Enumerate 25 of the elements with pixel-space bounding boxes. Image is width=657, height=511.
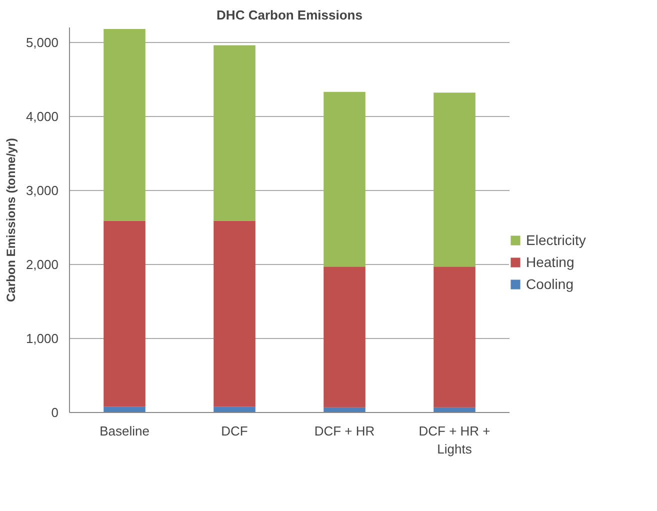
bar <box>324 266 366 408</box>
y-axis-title: Carbon Emissions (tonne/yr) <box>4 138 18 302</box>
x-tick-label: DCF <box>221 424 248 438</box>
y-tick-label: 5,000 <box>26 34 59 50</box>
bar <box>104 28 146 221</box>
y-tick-label: 3,000 <box>26 182 59 198</box>
bar <box>434 266 476 408</box>
x-tick-label: DCF + HR <box>314 424 375 438</box>
bar <box>324 92 366 267</box>
bar <box>214 406 256 412</box>
bar <box>214 220 256 407</box>
y-tick-label: 0 <box>51 405 59 420</box>
legend-label: Electricity <box>526 232 586 248</box>
y-tick-label: 4,000 <box>26 108 59 124</box>
legend-label: Heating <box>526 254 574 270</box>
bar <box>214 45 256 221</box>
bar <box>104 220 146 407</box>
y-tick-label: 2,000 <box>26 256 59 272</box>
bar <box>434 92 476 267</box>
x-tick-label: DCF + HR + Lights <box>418 424 490 456</box>
chart-title: DHC Carbon Emissions <box>216 8 362 22</box>
y-tick-label: 1,000 <box>26 330 59 346</box>
bar <box>104 406 146 412</box>
legend-label: Cooling <box>526 276 574 292</box>
x-tick-label: Baseline <box>100 424 150 438</box>
